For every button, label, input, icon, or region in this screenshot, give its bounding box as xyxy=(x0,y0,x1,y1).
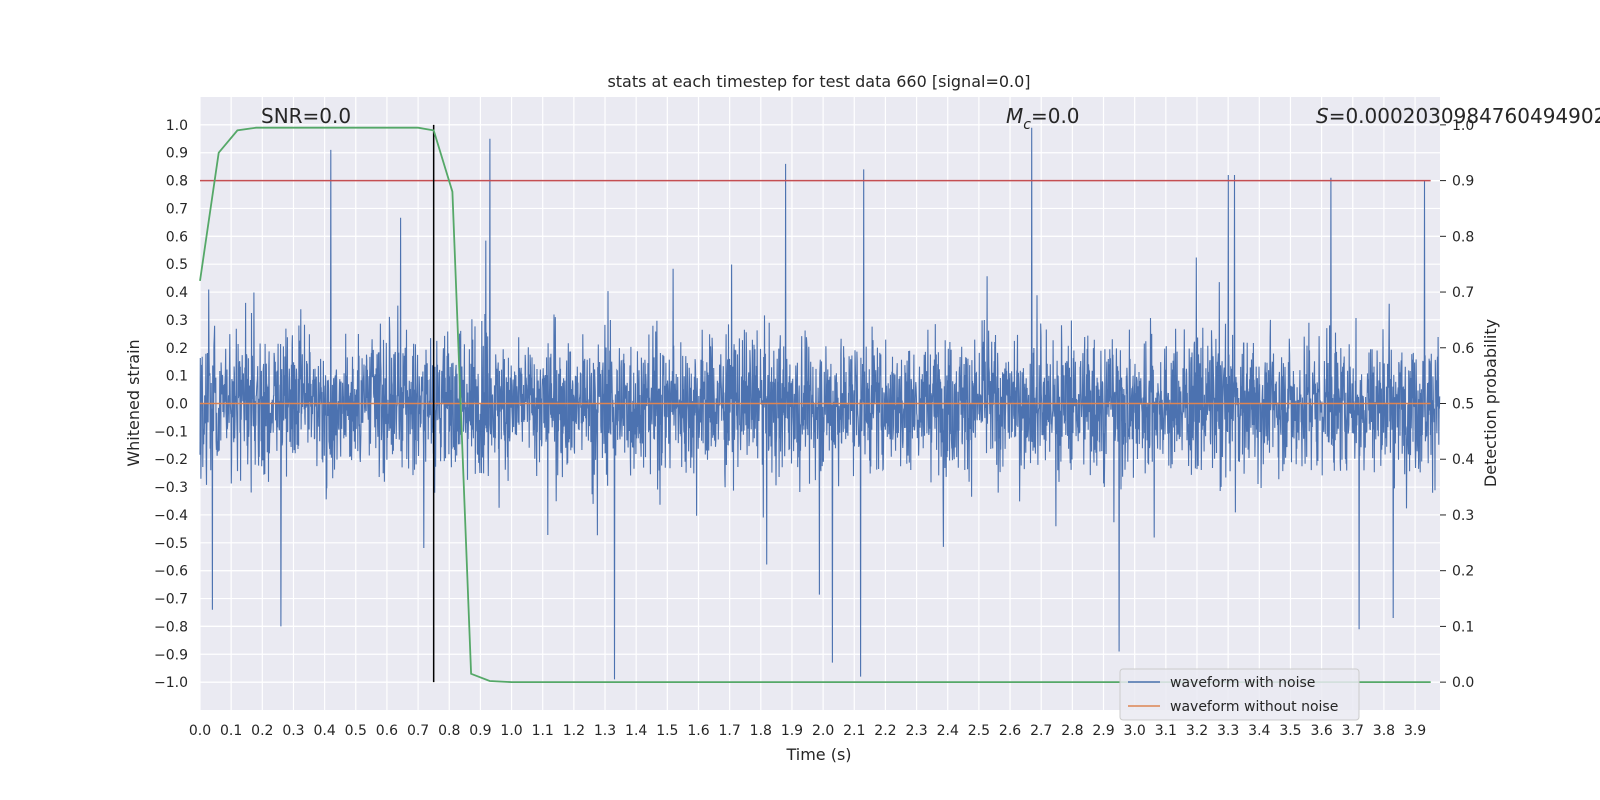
probability-trace xyxy=(199,126,1431,683)
x-tick-label: 2.9 xyxy=(1092,723,1114,739)
x-tick-label: 3.7 xyxy=(1342,723,1364,739)
noise-trace xyxy=(199,127,1441,680)
x-tick-label: 2.8 xyxy=(1061,723,1083,739)
snr-annotation: SNR=0.0 xyxy=(261,104,351,128)
y-tick-label: 0.7 xyxy=(166,201,188,217)
x-axis-label: Time (s) xyxy=(785,745,851,764)
y2-tick-label: 0.1 xyxy=(1452,619,1474,635)
y2-tick-label: 0.3 xyxy=(1452,508,1474,524)
x-tick-label: 0.3 xyxy=(282,723,304,739)
legend: waveform with noise waveform without noi… xyxy=(1119,668,1360,721)
y-tick-label: −0.9 xyxy=(154,647,188,663)
x-tick-label: 2.0 xyxy=(812,723,834,739)
x-tick-label: 3.2 xyxy=(1186,723,1208,739)
x-tick-label: 0.8 xyxy=(438,723,460,739)
y2-tick-label: 1.0 xyxy=(1452,118,1474,134)
y-tick-label: −0.1 xyxy=(154,424,188,440)
y2-axis-label: Detection probability xyxy=(1481,319,1500,487)
x-tick-label: 2.1 xyxy=(843,723,865,739)
x-tick-label: 3.1 xyxy=(1155,723,1177,739)
x-tick-label: 1.4 xyxy=(625,723,647,739)
y-tick-label: 1.0 xyxy=(166,118,188,134)
x-tick-label: 1.9 xyxy=(781,723,803,739)
x-tick-label: 3.5 xyxy=(1279,723,1301,739)
y-tick-label: −1.0 xyxy=(154,675,188,691)
x-tick-label: 1.0 xyxy=(500,723,522,739)
x-tick-label: 1.1 xyxy=(532,723,554,739)
x-tick-label: 2.2 xyxy=(874,723,896,739)
x-tick-label: 1.8 xyxy=(750,723,772,739)
x-tick-label: 2.3 xyxy=(905,723,927,739)
series-waveform-with-noise xyxy=(199,127,1441,680)
x-tick-label: 1.3 xyxy=(594,723,616,739)
chirp-mass-subscript: c xyxy=(1023,117,1031,133)
x-tick-label: 2.6 xyxy=(999,723,1021,739)
y2-tick-label: 0.4 xyxy=(1452,452,1474,468)
y-tick-label: 0.0 xyxy=(166,397,188,413)
x-tick-label: 1.7 xyxy=(719,723,741,739)
y2-tick-label: 0.2 xyxy=(1452,564,1474,580)
x-tick-label: 3.9 xyxy=(1404,723,1426,739)
y-tick-label: 0.3 xyxy=(166,313,188,329)
x-tick-label: 1.5 xyxy=(656,723,678,739)
y-tick-label: −0.6 xyxy=(154,564,188,580)
y-tick-label: −0.2 xyxy=(154,452,188,468)
y-tick-label: 0.8 xyxy=(166,174,188,190)
y-axis-ticks: −1.0 −0.9 −0.8 −0.7 −0.6 −0.5 −0.4 −0.3 −0.2 −0.1… xyxy=(154,118,188,691)
x-tick-label: 2.7 xyxy=(1030,723,1052,739)
x-tick-label: 0.9 xyxy=(469,723,491,739)
x-tick-label: 0.6 xyxy=(376,723,398,739)
y-tick-label: −0.7 xyxy=(154,592,188,608)
y-tick-label: −0.4 xyxy=(154,508,188,524)
legend-label-with-noise: waveform with noise xyxy=(1170,675,1315,691)
x-tick-label: 0.4 xyxy=(313,723,335,739)
chart-title: stats at each timestep for test data 660… xyxy=(607,72,1030,91)
y-axis-label: Whitened strain xyxy=(124,339,143,466)
legend-box xyxy=(1119,668,1360,721)
chirp-mass-value: =0.0 xyxy=(1031,104,1080,128)
y-tick-label: 0.5 xyxy=(166,257,188,273)
x-tick-label: 0.7 xyxy=(407,723,429,739)
x-tick-label: 3.0 xyxy=(1124,723,1146,739)
x-tick-label: 0.2 xyxy=(251,723,273,739)
x-tick-label: 3.3 xyxy=(1217,723,1239,739)
y2-tick-label: 0.5 xyxy=(1452,397,1474,413)
y-tick-label: 0.6 xyxy=(166,229,188,245)
y2-tick-label: 0.7 xyxy=(1452,285,1474,301)
x-axis-ticks: 0.0 0.1 0.2 0.3 0.4 0.5 0.6 0.7 0.8 0.9 1.0 1.1 1.2 1… xyxy=(189,723,1426,739)
x-tick-label: 3.6 xyxy=(1310,723,1332,739)
y-tick-label: −0.5 xyxy=(154,536,188,552)
x-tick-label: 3.8 xyxy=(1373,723,1395,739)
legend-label-without-noise: waveform without noise xyxy=(1170,699,1338,715)
y-tick-label: −0.8 xyxy=(154,619,188,635)
y-tick-label: 0.9 xyxy=(166,146,188,162)
y-tick-label: 0.1 xyxy=(166,369,188,385)
x-tick-label: 0.0 xyxy=(189,723,211,739)
y2-tick-label: 0.6 xyxy=(1452,341,1474,357)
x-tick-label: 0.5 xyxy=(345,723,367,739)
chirp-mass-annotation: Mc=0.0 xyxy=(1006,104,1080,133)
x-tick-label: 1.2 xyxy=(563,723,585,739)
s-annotation: S=0.0002030984760494902 xyxy=(1316,104,1600,128)
x-tick-label: 2.4 xyxy=(937,723,959,739)
y2-axis-ticks: 0.0 0.1 0.2 0.3 0.4 0.5 0.6 0.7 0.8 0.9 1.0 xyxy=(1440,118,1474,691)
s-symbol: S xyxy=(1316,104,1329,128)
y-tick-label: −0.3 xyxy=(154,480,188,496)
y-tick-label: 0.2 xyxy=(166,341,188,357)
series-detection-probability xyxy=(199,126,1431,683)
y-tick-label: 0.4 xyxy=(166,285,188,301)
x-tick-label: 1.6 xyxy=(687,723,709,739)
y2-tick-label: 0.0 xyxy=(1452,675,1474,691)
s-value: =0.0002030984760494902 xyxy=(1329,104,1600,128)
chirp-mass-symbol: M xyxy=(1006,104,1023,128)
y2-tick-label: 0.9 xyxy=(1452,174,1474,190)
y2-tick-label: 0.8 xyxy=(1452,229,1474,245)
x-tick-label: 0.1 xyxy=(220,723,242,739)
x-tick-label: 3.4 xyxy=(1248,723,1270,739)
x-tick-label: 2.5 xyxy=(968,723,990,739)
